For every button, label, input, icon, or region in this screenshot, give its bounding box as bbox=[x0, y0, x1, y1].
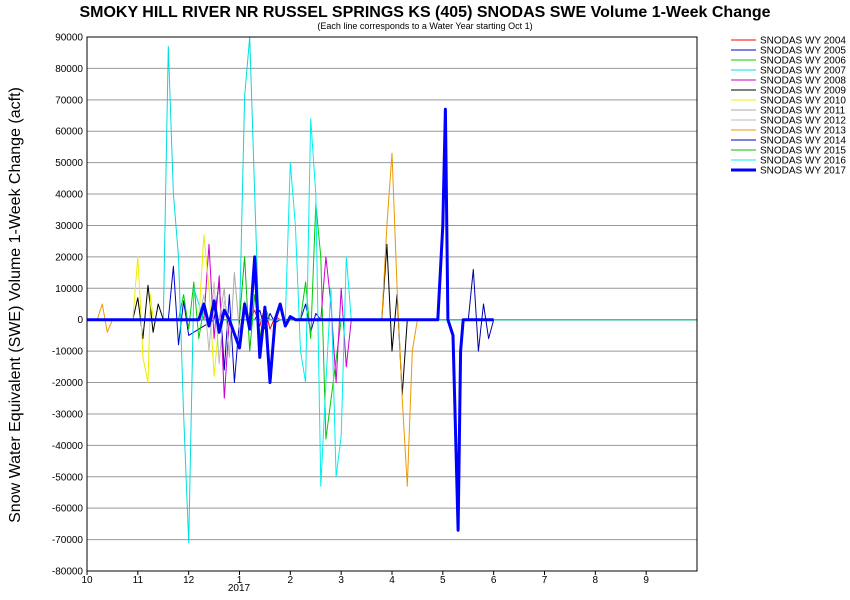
legend-label: SNODAS WY 2007 bbox=[760, 66, 846, 77]
x-tick-label: 2 bbox=[288, 575, 294, 586]
legend-label: SNODAS WY 2005 bbox=[760, 46, 846, 57]
y-tick-label: 50000 bbox=[55, 158, 83, 169]
series-group bbox=[87, 36, 697, 544]
y-tick-label: -20000 bbox=[52, 378, 84, 389]
y-tick-label: -70000 bbox=[52, 535, 84, 546]
y-tick-label: 60000 bbox=[55, 127, 83, 138]
x-tick-label: 9 bbox=[643, 575, 649, 586]
y-tick-label: -40000 bbox=[52, 441, 84, 452]
x-tick-label: 12 bbox=[183, 575, 195, 586]
legend-label: SNODAS WY 2010 bbox=[760, 96, 846, 107]
x-tick-label: 11 bbox=[133, 575, 144, 586]
y-axis-label: Snow Water Equivalent (SWE) Volume 1-Wee… bbox=[7, 87, 24, 523]
y-tick-label: -30000 bbox=[52, 409, 84, 420]
plot-background bbox=[87, 37, 697, 571]
series-line-wy2013 bbox=[87, 152, 697, 487]
series-line-wy2008 bbox=[87, 243, 697, 399]
y-tick-label: -80000 bbox=[52, 567, 84, 578]
x-tick-label: 8 bbox=[593, 575, 599, 586]
x-tick-label: 3 bbox=[338, 575, 344, 586]
series-line-wy2017 bbox=[87, 107, 494, 532]
chart-title: SMOKY HILL RIVER NR RUSSEL SPRINGS KS (4… bbox=[79, 4, 770, 21]
legend-label: SNODAS WY 2016 bbox=[760, 156, 846, 167]
x-tick-label: 5 bbox=[440, 575, 446, 586]
x-axis-ticks: 10 11 12 1 2 3 4 5 6 7 8 9 bbox=[81, 571, 649, 586]
chart-subtitle: (Each line corresponds to a Water Year s… bbox=[317, 21, 532, 31]
y-tick-label: 80000 bbox=[55, 64, 83, 75]
y-tick-label: 0 bbox=[77, 315, 83, 326]
legend-label: SNODAS WY 2014 bbox=[760, 136, 846, 147]
y-tick-label: 90000 bbox=[55, 33, 83, 44]
y-tick-label: -10000 bbox=[52, 347, 84, 358]
legend-label: SNODAS WY 2008 bbox=[760, 76, 846, 87]
plot-area bbox=[87, 37, 697, 571]
legend-label: SNODAS WY 2006 bbox=[760, 56, 846, 67]
y-tick-label: -50000 bbox=[52, 472, 84, 483]
y-tick-label: 40000 bbox=[55, 190, 83, 201]
series-line-wy2007 bbox=[87, 36, 697, 544]
y-axis-ticks: 90000 80000 70000 60000 50000 40000 30000 20000… bbox=[52, 33, 84, 578]
legend-label: SNODAS WY 2017 bbox=[760, 166, 846, 177]
y-tick-label: 10000 bbox=[55, 284, 83, 295]
y-tick-label: -60000 bbox=[52, 504, 84, 515]
x-tick-label: 6 bbox=[491, 575, 497, 586]
y-tick-label: 70000 bbox=[55, 95, 83, 106]
x-tick-label: 4 bbox=[389, 575, 395, 586]
y-tick-label: 30000 bbox=[55, 221, 83, 232]
x-tick-label: 10 bbox=[81, 575, 93, 586]
legend-label: SNODAS WY 2011 bbox=[760, 106, 846, 117]
x-tick-label: 7 bbox=[542, 575, 548, 586]
legend-label: SNODAS WY 2015 bbox=[760, 146, 846, 157]
y-tick-label: 20000 bbox=[55, 252, 83, 263]
x-year-label: 2017 bbox=[228, 583, 251, 594]
legend-label: SNODAS WY 2004 bbox=[760, 36, 846, 47]
x-tick-label: 1 bbox=[237, 575, 243, 586]
legend-label: SNODAS WY 2009 bbox=[760, 86, 846, 97]
legend-label: SNODAS WY 2012 bbox=[760, 116, 846, 127]
legend-label: SNODAS WY 2013 bbox=[760, 126, 846, 137]
